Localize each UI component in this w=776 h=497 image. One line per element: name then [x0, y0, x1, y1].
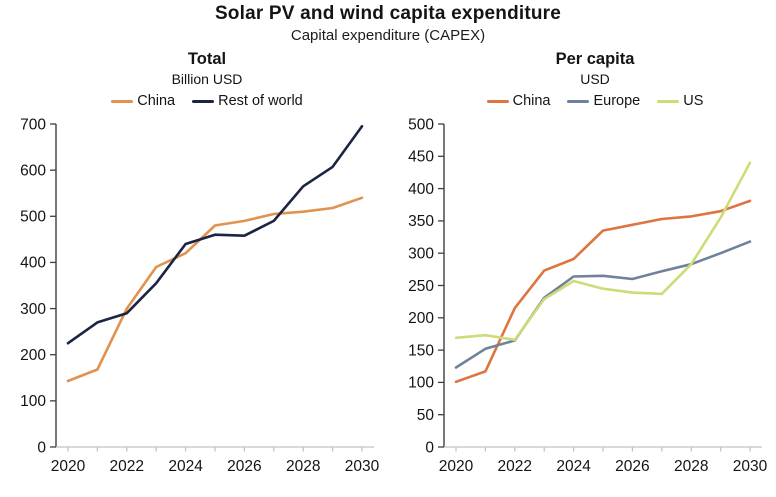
y-axis-tick-label: 0	[37, 440, 46, 457]
y-axis-tick-label: 250	[408, 278, 434, 295]
x-axis-tick-label: 2026	[615, 458, 649, 475]
y-axis-tick-label: 100	[408, 375, 434, 392]
total-chart-title: Total	[187, 50, 227, 69]
total-chart-units: Billion USD	[171, 70, 243, 87]
legend-swatch	[111, 99, 134, 103]
per-capita-line-chart: 0 50 100 150 200 250 300 350 400 450 500 2020 2022 20…	[408, 117, 768, 476]
total-line-chart: 0 100 200 300 400 500 600 700 2020 2022 2024 2026 20…	[20, 117, 380, 476]
y-axis-tick-label: 400	[20, 255, 46, 272]
x-axis-tick-label: 2030	[733, 458, 768, 475]
series-line-china	[454, 199, 752, 384]
total-chart-legend: China Rest of world	[26, 92, 388, 110]
x-axis-tick-label: 2020	[51, 458, 86, 475]
chart-panel-total: Total Billion USD China Rest of world 0 10…	[0, 49, 388, 485]
legend-swatch	[657, 99, 680, 103]
legend-item: Europe	[567, 92, 640, 110]
series-line-us	[454, 161, 752, 342]
series-line-rest-of-world	[66, 125, 364, 345]
y-axis-tick-label: 200	[20, 347, 46, 364]
legend-swatch	[192, 99, 215, 103]
charts-row: Total Billion USD China Rest of world 0 10…	[0, 49, 776, 485]
legend-label: Europe	[593, 93, 641, 110]
y-axis-tick-label: 0	[425, 440, 434, 457]
x-axis-tick-label: 2030	[345, 458, 380, 475]
legend-label: China	[512, 93, 551, 110]
per-capita-chart-legend: China Europe US	[414, 92, 776, 110]
y-axis-tick-label: 150	[408, 343, 434, 360]
per-capita-chart-units: USD	[580, 70, 610, 87]
series-line-china	[66, 196, 364, 383]
legend-label: China	[137, 93, 176, 110]
legend-item: China	[486, 92, 551, 110]
legend-swatch	[486, 99, 509, 103]
y-axis-tick-label: 500	[408, 117, 434, 134]
x-axis-tick-label: 2022	[498, 458, 532, 475]
y-axis-tick-label: 500	[20, 209, 46, 226]
legend-label: Rest of world	[218, 93, 303, 110]
y-axis-tick-label: 400	[408, 181, 434, 198]
chart-header: Solar PV and wind capita expenditure Cap…	[0, 3, 776, 44]
per-capita-chart-head: Per capita USD China Europe US	[388, 49, 776, 110]
x-axis-tick-label: 2024	[556, 458, 591, 475]
x-axis-tick-label: 2020	[439, 458, 474, 475]
y-axis-tick-label: 50	[417, 407, 435, 424]
x-axis-tick-label: 2028	[286, 458, 320, 475]
per-capita-chart-title: Per capita	[555, 50, 635, 69]
y-axis-tick-label: 700	[20, 117, 46, 134]
main-title: Solar PV and wind capita expenditure	[214, 3, 562, 24]
y-axis-tick-label: 450	[408, 149, 434, 166]
legend-item: Rest of world	[192, 92, 303, 110]
x-axis-tick-label: 2028	[674, 458, 708, 475]
legend-item: China	[111, 92, 175, 110]
y-axis-tick-label: 350	[408, 213, 434, 230]
legend-label: US	[683, 93, 704, 110]
series-line-europe	[454, 240, 752, 370]
total-chart-head: Total Billion USD China Rest of world	[0, 49, 388, 110]
legend-item: US	[657, 92, 703, 110]
y-axis-tick-label: 600	[20, 163, 46, 180]
main-subtitle: Capital expenditure (CAPEX)	[290, 26, 486, 44]
x-axis-tick-label: 2024	[168, 458, 203, 475]
y-axis-tick-label: 100	[20, 393, 46, 410]
y-axis-tick-label: 300	[408, 246, 434, 263]
chart-panel-per-capita: Per capita USD China Europe US 0 50 100 150 20…	[388, 49, 776, 485]
y-axis-tick-label: 200	[408, 310, 434, 327]
y-axis-tick-label: 300	[20, 301, 46, 318]
legend-swatch	[567, 99, 590, 103]
x-axis-tick-label: 2026	[227, 458, 261, 475]
x-axis-tick-label: 2022	[110, 458, 144, 475]
